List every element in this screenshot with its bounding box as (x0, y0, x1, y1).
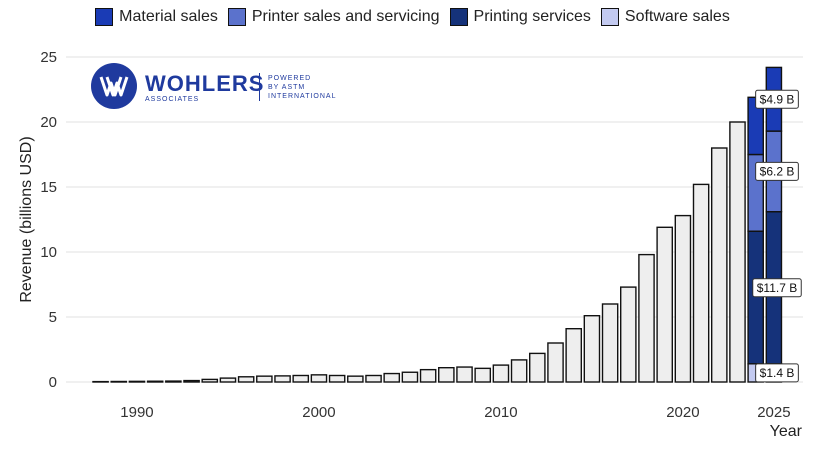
bar (674, 214, 692, 383)
bar (474, 367, 492, 383)
logo-divider (259, 73, 260, 101)
bar (547, 342, 564, 383)
value-label: $6.2 B (760, 164, 795, 178)
legend-label: Software sales (624, 8, 730, 25)
legend-item: Material sales (95, 8, 218, 26)
legend-swatch (600, 8, 619, 26)
bar (656, 226, 673, 383)
bar (219, 377, 237, 383)
bar (492, 364, 510, 383)
y-tick-label: 20 (40, 114, 57, 131)
y-tick-label: 5 (49, 309, 57, 326)
bar (201, 378, 219, 383)
value-label: $11.7 B (757, 281, 797, 295)
wohlers-badge-icon (91, 63, 137, 109)
bar (638, 253, 655, 383)
value-label-box (755, 161, 799, 181)
value-label: $4.9 B (760, 92, 795, 106)
bar (456, 366, 473, 383)
x-tick-label: 2000 (302, 404, 335, 421)
bar (183, 379, 200, 383)
bar (128, 380, 146, 383)
x-tick-label: 2025 (757, 404, 790, 421)
logo-powered-by: POWERED BY ASTM INTERNATIONAL (268, 75, 337, 100)
x-axis-title: Year (770, 423, 803, 440)
legend: Material sales Printer sales and servicin… (0, 4, 825, 30)
y-axis-title: Revenue (billions USD) (18, 136, 35, 302)
bar (365, 374, 382, 383)
wohlers-logo: WOHLERS ASSOCIATES POWERED BY ASTM INTER… (91, 63, 341, 111)
bar (237, 376, 255, 383)
bar (110, 380, 128, 383)
value-label-box (755, 363, 799, 383)
bar (292, 374, 310, 383)
bar (583, 315, 601, 383)
logo-name: WOHLERS (145, 71, 265, 96)
y-tick-label: 15 (40, 179, 57, 196)
value-label-box (755, 89, 799, 109)
stacked-bar-segment (747, 230, 764, 365)
bar (710, 147, 728, 383)
bar (310, 374, 328, 383)
legend-item: Printing services (449, 8, 591, 26)
bar (419, 368, 437, 383)
y-tick-label: 25 (40, 49, 57, 66)
bar (165, 380, 182, 383)
legend-swatch (449, 8, 468, 26)
legend-item: Software sales (600, 8, 730, 26)
bar (328, 374, 346, 383)
legend-label: Material sales (119, 8, 218, 25)
bar (274, 375, 291, 383)
legend-swatch (227, 8, 246, 26)
bar (620, 286, 637, 383)
x-tick-label: 2010 (484, 404, 517, 421)
value-label: $1.4 B (760, 366, 795, 380)
bar (529, 352, 546, 383)
bar (729, 121, 746, 383)
y-tick-label: 10 (40, 244, 57, 261)
bar (256, 375, 273, 383)
bar (146, 380, 164, 383)
legend-label: Printing services (473, 8, 591, 25)
y-tick-label: 0 (49, 374, 57, 391)
bar (510, 359, 528, 383)
bar (383, 372, 401, 383)
bar (401, 371, 419, 383)
legend-label: Printer sales and servicing (251, 8, 440, 25)
bar (692, 183, 710, 383)
logo-subtitle: ASSOCIATES (145, 96, 200, 103)
x-tick-label: 1990 (120, 404, 153, 421)
bar (347, 375, 364, 383)
legend-item: Printer sales and servicing (227, 8, 440, 26)
bar (601, 303, 619, 383)
legend-swatch (95, 8, 114, 26)
x-tick-label: 2020 (666, 404, 699, 421)
value-label-box (752, 278, 802, 298)
bar (438, 367, 455, 383)
bar (565, 328, 583, 383)
